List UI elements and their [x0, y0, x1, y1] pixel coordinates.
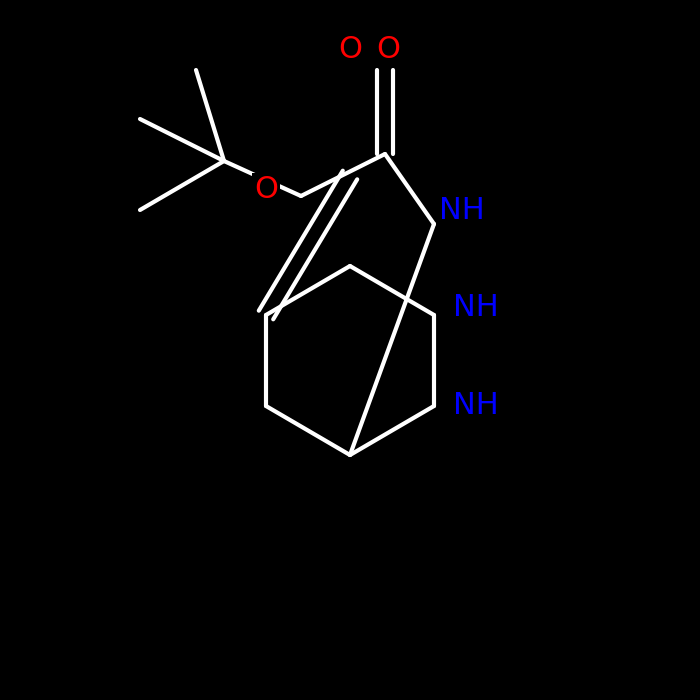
Text: NH: NH	[439, 195, 485, 225]
Text: O: O	[377, 34, 400, 64]
Text: O: O	[254, 174, 278, 204]
Text: NH: NH	[453, 293, 499, 323]
Text: O: O	[338, 34, 362, 64]
Text: NH: NH	[453, 391, 499, 421]
